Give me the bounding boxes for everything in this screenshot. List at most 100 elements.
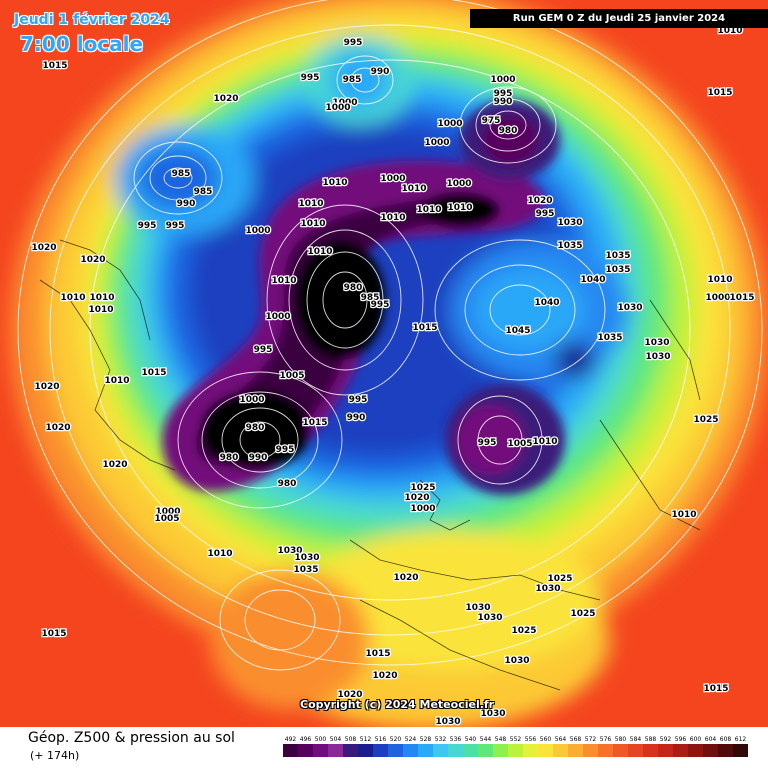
isobar-pressure-label: 1035 bbox=[597, 333, 622, 343]
isobar-pressure-label: 1015 bbox=[141, 368, 166, 378]
isobar-pressure-label: 990 bbox=[177, 199, 196, 209]
isobar-pressure-label: 980 bbox=[344, 283, 363, 293]
legend-color-swatch bbox=[373, 744, 388, 757]
legend-value-label: 584 bbox=[630, 736, 642, 743]
isobar-pressure-label: 1010 bbox=[271, 276, 296, 286]
isobar-pressure-label: 1000 bbox=[155, 507, 180, 517]
isobar-pressure-label: 995 bbox=[276, 445, 295, 455]
isobar-pressure-label: 1030 bbox=[504, 656, 529, 666]
isobar-pressure-label: 980 bbox=[246, 423, 265, 433]
isobar-pressure-label: 1020 bbox=[34, 382, 59, 392]
isobar-pressure-label: 1010 bbox=[104, 376, 129, 386]
isobar-pressure-label: 1005 bbox=[507, 439, 532, 449]
legend-color-swatch bbox=[388, 744, 403, 757]
isobar-pressure-label: 1010 bbox=[60, 293, 85, 303]
isobar-pressure-label: 1015 bbox=[41, 629, 66, 639]
legend-color-swatch bbox=[658, 744, 673, 757]
legend-value-label: 508 bbox=[345, 736, 357, 743]
isobar-pressure-label: 1000 bbox=[332, 98, 357, 108]
legend-color-swatch bbox=[493, 744, 508, 757]
isobar-pressure-label: 1015 bbox=[302, 418, 327, 428]
isobar-pressure-label: 1015 bbox=[729, 293, 754, 303]
isobar-pressure-label: 1030 bbox=[277, 546, 302, 556]
forecast-local-time: 7:00 locale bbox=[20, 32, 144, 56]
isobar-pressure-label: 1010 bbox=[298, 199, 323, 209]
isobar-pressure-label: 1020 bbox=[404, 493, 429, 503]
legend-value-label: 604 bbox=[705, 736, 717, 743]
isobar-pressure-label: 1030 bbox=[557, 218, 582, 228]
color-legend: 492 496 500 504 508 512 516 520 524 528 532 536 540 5… bbox=[283, 736, 748, 757]
isobar-pressure-label: 1010 bbox=[447, 203, 472, 213]
isobar-pressure-label: 1025 bbox=[693, 415, 718, 425]
forecast-date: Jeudi 1 février 2024 bbox=[14, 12, 170, 28]
legend-color-swatch bbox=[478, 744, 493, 757]
legend-value-label: 564 bbox=[555, 736, 567, 743]
isobar-pressure-label: 995 bbox=[536, 209, 555, 219]
isobar-pressure-label: 980 bbox=[278, 479, 297, 489]
legend-value-label: 572 bbox=[585, 736, 597, 743]
legend-color-swatch bbox=[538, 744, 553, 757]
isobar-pressure-label: 1020 bbox=[372, 671, 397, 681]
isobar-pressure-label: 1020 bbox=[527, 196, 552, 206]
isobar-pressure-label: 985 bbox=[172, 169, 191, 179]
isobar-pressure-label: 980 bbox=[220, 453, 239, 463]
isobar-pressure-label: 1030 bbox=[617, 303, 642, 313]
isobar-pressure-label: 1030 bbox=[465, 603, 490, 613]
isobar-pressure-label: 995 bbox=[344, 38, 363, 48]
isobar-pressure-label: 990 bbox=[347, 413, 366, 423]
footer-subtitle: (+ 174h) bbox=[30, 749, 80, 762]
run-info-banner: Run GEM 0 Z du Jeudi 25 janvier 2024 bbox=[470, 9, 768, 28]
isobar-pressure-label: 1010 bbox=[300, 219, 325, 229]
legend-color-swatch bbox=[343, 744, 358, 757]
legend-value-label: 592 bbox=[660, 736, 672, 743]
legend-value-label: 532 bbox=[435, 736, 447, 743]
isobar-pressure-label: 1010 bbox=[416, 205, 441, 215]
legend-value-label: 536 bbox=[450, 736, 462, 743]
isobar-pressure-label: 1035 bbox=[557, 241, 582, 251]
legend-color-swatch bbox=[673, 744, 688, 757]
isobar-pressure-label: 1030 bbox=[644, 338, 669, 348]
isobar-pressure-label: 1000 bbox=[437, 119, 462, 129]
legend-value-label: 560 bbox=[540, 736, 552, 743]
isobar-pressure-label: 1020 bbox=[337, 690, 362, 700]
legend-color-swatch bbox=[433, 744, 448, 757]
legend-value-label: 512 bbox=[360, 736, 372, 743]
isobar-pressure-label: 1020 bbox=[102, 460, 127, 470]
legend-color-swatch bbox=[703, 744, 718, 757]
copyright-notice: Copyright (c) 2024 Meteociel.fr bbox=[300, 698, 495, 711]
isobar-pressure-label: 1015 bbox=[42, 61, 67, 71]
legend-color-swatch bbox=[463, 744, 478, 757]
legend-value-label: 516 bbox=[375, 736, 387, 743]
legend-color-swatch bbox=[583, 744, 598, 757]
isobar-pressure-label: 1000 bbox=[490, 75, 515, 85]
legend-color-swatch bbox=[598, 744, 613, 757]
isobar-pressure-label: 1000 bbox=[245, 226, 270, 236]
legend-value-label: 568 bbox=[570, 736, 582, 743]
isobar-pressure-label: 1015 bbox=[703, 684, 728, 694]
legend-color-swatch bbox=[733, 744, 748, 757]
legend-color-swatch bbox=[328, 744, 343, 757]
legend-value-label: 548 bbox=[495, 736, 507, 743]
isobar-pressure-label: 995 bbox=[254, 345, 273, 355]
isobar-pressure-label: 1000 bbox=[265, 312, 290, 322]
legend-value-label: 612 bbox=[735, 736, 747, 743]
legend-color-swatch bbox=[283, 744, 298, 757]
isobar-pressure-label: 1035 bbox=[605, 251, 630, 261]
isobar-pressure-label: 1005 bbox=[154, 514, 179, 524]
isobar-pressure-label: 1005 bbox=[279, 371, 304, 381]
isobar-pressure-label: 1000 bbox=[424, 138, 449, 148]
isobar-pressure-label: 1030 bbox=[535, 584, 560, 594]
legend-value-label: 524 bbox=[405, 736, 417, 743]
isobar-pressure-label: 1035 bbox=[605, 265, 630, 275]
isobar-pressure-label: 995 bbox=[371, 300, 390, 310]
isobar-pressure-label: 1020 bbox=[45, 423, 70, 433]
isobar-pressure-label: 1000 bbox=[705, 293, 730, 303]
legend-color-swatch bbox=[403, 744, 418, 757]
legend-value-label: 576 bbox=[600, 736, 612, 743]
isobar-pressure-label: 1010 bbox=[707, 275, 732, 285]
isobar-pressure-label: 1035 bbox=[293, 565, 318, 575]
isobar-pressure-label: 1030 bbox=[480, 709, 505, 719]
legend-value-label: 492 bbox=[285, 736, 297, 743]
